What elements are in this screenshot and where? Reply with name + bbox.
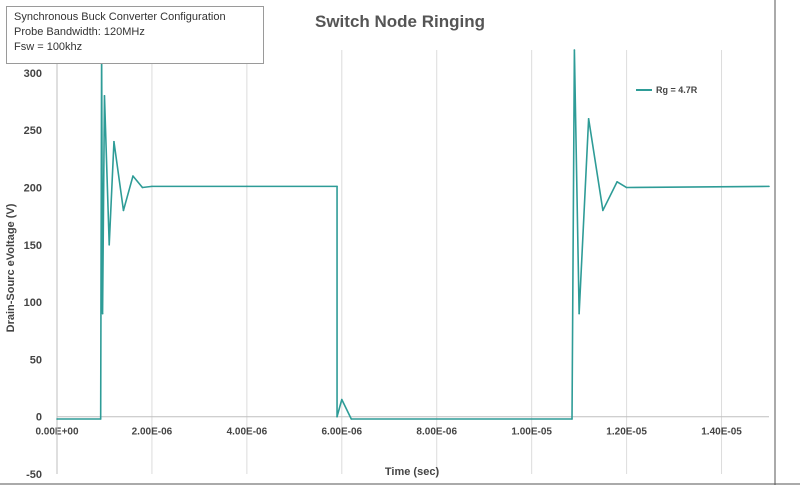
series-point	[350, 418, 353, 420]
series-point	[602, 209, 604, 212]
x-tick-label: 8.00E-06	[416, 427, 457, 438]
info-line-fsw: Fsw = 100khz	[14, 41, 83, 53]
series-point	[573, 49, 576, 51]
y-tick-label: 150	[24, 240, 42, 252]
x-axis-label: Time (sec)	[385, 466, 440, 478]
x-tick-label: 6.00E-06	[322, 427, 363, 438]
series-point	[336, 185, 338, 188]
series-point	[616, 180, 618, 183]
series-point	[336, 415, 338, 418]
series-point	[341, 398, 343, 401]
x-tick-label: 1.40E-05	[701, 427, 742, 438]
grid-layer	[151, 50, 723, 474]
series-point	[101, 312, 104, 315]
info-line-configuration: Synchronous Buck Converter Configuration	[14, 11, 226, 23]
y-tick-label: 0	[36, 412, 42, 424]
series-point	[151, 185, 153, 188]
series-point	[587, 117, 590, 120]
series-point	[108, 244, 111, 246]
series-line	[57, 49, 770, 420]
series-point	[246, 185, 248, 188]
series-point	[768, 185, 770, 188]
y-tick-label: 250	[24, 125, 42, 137]
series-point	[132, 175, 134, 177]
info-line-bandwidth: Probe Bandwidth: 120MHz	[14, 26, 145, 38]
series-point	[99, 418, 102, 420]
series-point	[578, 312, 580, 315]
series-point	[122, 209, 125, 212]
x-tick-label: 4.00E-06	[227, 427, 268, 438]
series-point	[103, 95, 106, 97]
y-tick-label: 100	[24, 297, 42, 309]
legend: Rg = 4.7R	[636, 85, 698, 95]
y-axis-label: Drain-Sourc eVoltage (V)	[5, 203, 17, 332]
x-tick-label: 1.00E-05	[511, 427, 552, 438]
configuration-info-box: Synchronous Buck Converter Configuration…	[6, 6, 264, 64]
x-tick-label: 1.20E-05	[606, 427, 647, 438]
series-layer	[56, 49, 770, 420]
y-tick-label: 50	[30, 354, 42, 366]
chart-title: Switch Node Ringing	[315, 12, 485, 31]
series-point	[56, 418, 58, 420]
y-tick-label: 300	[24, 68, 42, 80]
axis-layer: 0.00E+00 2.00E-06 4.00E-06 6.00E-06 8.00E-06…	[24, 50, 769, 481]
series-point	[113, 140, 115, 143]
x-tick-label: 2.00E-06	[132, 427, 173, 438]
series-point	[571, 418, 573, 420]
y-tick-label: -50	[26, 469, 42, 481]
legend-label-rg: Rg = 4.7R	[656, 85, 698, 95]
series-point	[625, 186, 628, 189]
y-tick-label: 200	[24, 183, 42, 195]
series-point	[141, 186, 144, 189]
